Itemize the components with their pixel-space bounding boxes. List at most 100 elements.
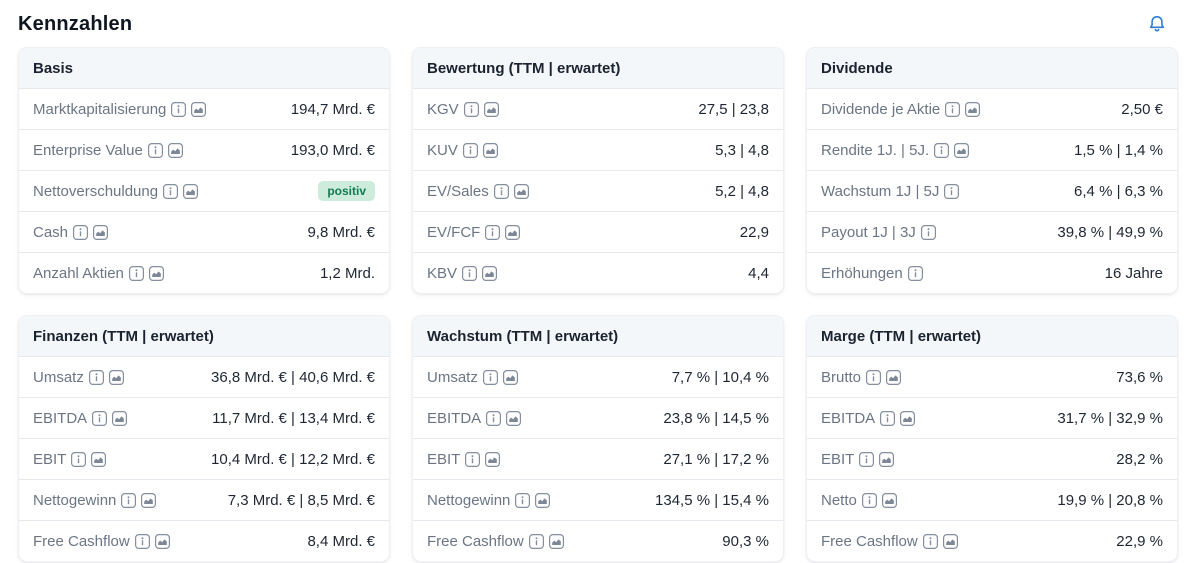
info-icon[interactable] [171, 101, 187, 117]
info-icon[interactable] [92, 410, 108, 426]
info-icon[interactable] [861, 492, 877, 508]
info-icon[interactable] [880, 410, 896, 426]
info-icon[interactable] [462, 142, 478, 158]
info-icon[interactable] [866, 369, 882, 385]
metric-value: 23,8 % | 14,5 % [663, 409, 769, 427]
chart-icon[interactable] [502, 369, 518, 385]
metric-row: EBITDA 31,7 % | 32,9 % [807, 397, 1177, 438]
chart-icon[interactable] [183, 183, 199, 199]
chart-icon[interactable] [482, 142, 498, 158]
chart-icon[interactable] [112, 410, 128, 426]
metric-row: Free Cashflow 22,9 % [807, 520, 1177, 561]
card-header: Wachstum (TTM | erwartet) [413, 316, 783, 356]
metric-row: Brutto 73,6 % [807, 356, 1177, 397]
metric-label-group: Dividende je Aktie [821, 100, 981, 118]
metric-row: Rendite 1J. | 5J. 1,5 % | 1,4 % [807, 129, 1177, 170]
chart-icon[interactable] [942, 533, 958, 549]
metric-label: EBIT [427, 450, 461, 468]
metric-label: EBITDA [427, 409, 482, 427]
chart-icon[interactable] [881, 492, 897, 508]
metric-row: KUV 5,3 | 4,8 [413, 129, 783, 170]
info-icon[interactable] [465, 451, 481, 467]
metric-value: 5,2 | 4,8 [715, 182, 769, 200]
info-icon[interactable] [482, 369, 498, 385]
metric-label-group: Cash [33, 224, 109, 241]
info-icon[interactable] [486, 410, 502, 426]
metric-label-group: KBV [427, 265, 498, 282]
info-icon[interactable] [88, 369, 104, 385]
metric-label-group: Umsatz [33, 369, 124, 386]
info-icon[interactable] [128, 265, 144, 281]
metric-label-group: Free Cashflow [33, 533, 170, 550]
info-icon[interactable] [944, 183, 960, 199]
info-icon[interactable] [528, 533, 544, 549]
metric-row: Anzahl Aktien 1,2 Mrd. [19, 252, 389, 293]
info-icon[interactable] [515, 492, 531, 508]
card-title: Finanzen (TTM | erwartet) [33, 327, 214, 345]
chart-icon[interactable] [482, 265, 498, 281]
info-icon[interactable] [493, 183, 509, 199]
metric-label: EBIT [33, 450, 67, 468]
metric-value: 5,3 | 4,8 [715, 141, 769, 159]
chart-icon[interactable] [167, 142, 183, 158]
info-icon[interactable] [920, 224, 936, 240]
chart-icon[interactable] [483, 101, 499, 117]
chart-icon[interactable] [900, 410, 916, 426]
metric-row: Enterprise Value 193,0 Mrd. € [19, 129, 389, 170]
card-header: Basis [19, 48, 389, 88]
info-icon[interactable] [907, 265, 923, 281]
chart-icon[interactable] [513, 183, 529, 199]
info-icon[interactable] [73, 224, 89, 240]
metric-value: 6,4 % | 6,3 % [1074, 182, 1163, 200]
card-header: Dividende [807, 48, 1177, 88]
info-icon[interactable] [121, 492, 137, 508]
card-title: Wachstum (TTM | erwartet) [427, 327, 619, 345]
info-icon[interactable] [859, 451, 875, 467]
chart-icon[interactable] [954, 142, 970, 158]
metric-label: Nettoverschuldung [33, 182, 159, 200]
chart-icon[interactable] [141, 492, 157, 508]
chart-icon[interactable] [93, 224, 109, 240]
chart-icon[interactable] [485, 451, 501, 467]
metric-row: EBITDA 23,8 % | 14,5 % [413, 397, 783, 438]
chart-icon[interactable] [108, 369, 124, 385]
bell-icon [1147, 14, 1167, 34]
info-icon[interactable] [945, 101, 961, 117]
chart-icon[interactable] [548, 533, 564, 549]
info-icon[interactable] [922, 533, 938, 549]
info-icon[interactable] [462, 265, 478, 281]
info-icon[interactable] [163, 183, 179, 199]
card-header: Finanzen (TTM | erwartet) [19, 316, 389, 356]
chart-icon[interactable] [506, 410, 522, 426]
card: Basis Marktkapitalisierung 194,7 Mrd. € Ent… [18, 47, 390, 294]
info-icon[interactable] [485, 224, 501, 240]
chart-icon[interactable] [535, 492, 551, 508]
metric-label: Dividende je Aktie [821, 100, 941, 118]
metric-row: Nettogewinn 134,5 % | 15,4 % [413, 479, 783, 520]
chart-icon[interactable] [191, 101, 207, 117]
info-icon[interactable] [134, 533, 150, 549]
notification-bell-button[interactable] [1144, 11, 1170, 37]
metric-value: 16 Jahre [1104, 264, 1163, 282]
info-icon[interactable] [463, 101, 479, 117]
metric-row: Payout 1J | 3J 39,8 % | 49,9 % [807, 211, 1177, 252]
chart-icon[interactable] [965, 101, 981, 117]
chart-icon[interactable] [879, 451, 895, 467]
info-icon[interactable] [71, 451, 87, 467]
metric-value: 194,7 Mrd. € [290, 100, 375, 118]
info-icon[interactable] [934, 142, 950, 158]
metric-value: 7,7 % | 10,4 % [671, 368, 769, 386]
card-title: Dividende [821, 59, 893, 77]
metric-label: EBITDA [821, 409, 876, 427]
chart-icon[interactable] [505, 224, 521, 240]
chart-icon[interactable] [148, 265, 164, 281]
card: Dividende Dividende je Aktie 2,50 € Rendite… [806, 47, 1178, 294]
chart-icon[interactable] [91, 451, 107, 467]
metric-label-group: EBIT [821, 451, 895, 468]
info-icon[interactable] [147, 142, 163, 158]
chart-icon[interactable] [886, 369, 902, 385]
metric-label: Enterprise Value [33, 141, 143, 159]
chart-icon[interactable] [154, 533, 170, 549]
metric-value: 134,5 % | 15,4 % [655, 491, 769, 509]
metric-label: Free Cashflow [821, 532, 918, 550]
